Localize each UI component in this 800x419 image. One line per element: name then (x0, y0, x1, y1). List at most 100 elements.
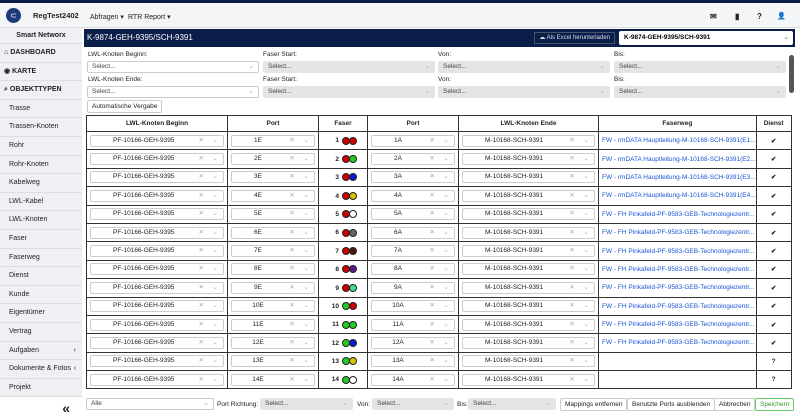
end-port-select[interactable]: 10A ✕ ⌄ (371, 300, 455, 313)
clear-icon[interactable]: ✕ (289, 136, 295, 144)
begin-node-select[interactable]: PF-10166-GEH-9395 ✕ ⌄ (90, 189, 224, 202)
start-port-select[interactable]: 10E ✕ ⌄ (231, 300, 315, 313)
faserweg-link[interactable]: FW - FH Pinkafeld-PF-9583-GEB-Technologi… (598, 222, 757, 243)
begin-node-select[interactable]: PF-10166-GEH-9395 ✕ ⌄ (90, 373, 224, 386)
faserweg-link[interactable]: FW - rmDATA Hauptleitung-M-10168-SCH-939… (598, 149, 757, 169)
sidebar-item[interactable]: Rohr-Knoten (0, 156, 82, 175)
clear-icon[interactable]: ✕ (429, 173, 435, 181)
end-port-select[interactable]: 9A ✕ ⌄ (371, 281, 455, 294)
clear-icon[interactable]: ✕ (198, 283, 204, 291)
end-node-select[interactable]: M-10168-SCH-9391 ✕ ⌄ (462, 134, 595, 147)
sidebar-item[interactable]: Dienst (0, 267, 82, 286)
clear-icon[interactable]: ✕ (569, 302, 575, 310)
cancel-button[interactable]: Abbrechen (714, 398, 756, 411)
faserweg-link[interactable]: FW - FH Pinkafeld-PF-9583-GEB-Technologi… (598, 314, 757, 335)
clear-icon[interactable]: ✕ (429, 357, 435, 365)
start-port-select[interactable]: 3E ✕ ⌄ (231, 171, 315, 184)
end-node-select[interactable]: M-10168-SCH-9391 ✕ ⌄ (462, 171, 595, 184)
end-select[interactable]: Select... ⌄ (87, 86, 259, 98)
begin-node-select[interactable]: PF-10166-GEH-9395 ✕ ⌄ (90, 208, 224, 221)
clear-icon[interactable]: ✕ (569, 228, 575, 236)
clear-icon[interactable]: ✕ (569, 375, 575, 383)
start-port-select[interactable]: 8E ✕ ⌄ (231, 263, 315, 276)
faserweg-link[interactable] (598, 351, 757, 372)
clear-icon[interactable]: ✕ (289, 283, 295, 291)
clear-icon[interactable]: ✕ (569, 338, 575, 346)
end-port-select[interactable]: 1A ✕ ⌄ (371, 134, 455, 147)
clear-icon[interactable]: ✕ (429, 247, 435, 255)
clear-icon[interactable]: ✕ (198, 375, 204, 383)
faserweg-link[interactable]: FW - FH Pinkafeld-PF-9583-GEB-Technologi… (598, 296, 757, 316)
end-port-select[interactable]: 2A ✕ ⌄ (371, 153, 455, 166)
bis-select-2[interactable]: Select... ⌄ (614, 86, 786, 98)
end-port-select[interactable]: 4A ✕ ⌄ (371, 189, 455, 202)
clear-icon[interactable]: ✕ (429, 191, 435, 199)
clear-icon[interactable]: ✕ (569, 173, 575, 181)
clear-icon[interactable]: ✕ (569, 155, 575, 163)
sidebar-item[interactable]: Vertrag (0, 323, 82, 342)
clear-icon[interactable]: ✕ (569, 210, 575, 218)
clear-icon[interactable]: ✕ (289, 173, 295, 181)
faserweg-link[interactable]: FW - FH Pinkafeld-PF-9583-GEB-Technologi… (598, 333, 757, 353)
end-node-select[interactable]: M-10168-SCH-9391 ✕ ⌄ (462, 153, 595, 166)
clear-icon[interactable]: ✕ (198, 191, 204, 199)
clear-icon[interactable]: ✕ (289, 191, 295, 199)
sidebar-item-dashboard[interactable]: ⌂ DASHBOARD (0, 44, 82, 63)
begin-node-select[interactable]: PF-10166-GEH-9395 ✕ ⌄ (90, 226, 224, 239)
menu-abfragen[interactable]: Abfragen ▾ (90, 14, 124, 21)
start-port-select[interactable]: 2E ✕ ⌄ (231, 153, 315, 166)
bottom-von-select[interactable]: Select... ⌄ (372, 398, 454, 410)
begin-node-select[interactable]: PF-10166-GEH-9395 ✕ ⌄ (90, 281, 224, 294)
end-port-select[interactable]: 14A ✕ ⌄ (371, 373, 455, 386)
clear-icon[interactable]: ✕ (569, 247, 575, 255)
sidebar-item[interactable]: Rohr (0, 137, 82, 156)
clear-icon[interactable]: ✕ (429, 210, 435, 218)
sidebar-item[interactable]: Kabelweg (0, 174, 82, 193)
clear-icon[interactable]: ✕ (569, 191, 575, 199)
faser-start-select-2[interactable]: Select... ⌄ (263, 86, 435, 98)
sidebar-item[interactable]: Eigentümer (0, 304, 82, 323)
remove-mappings-button[interactable]: Mappings entfernen (560, 398, 628, 411)
clear-icon[interactable]: ✕ (289, 357, 295, 365)
faserweg-link[interactable]: FW - FH Pinkafeld-PF-9583-GEB-Technologi… (598, 241, 757, 261)
start-port-select[interactable]: 12E ✕ ⌄ (231, 336, 315, 349)
begin-node-select[interactable]: PF-10166-GEH-9395 ✕ ⌄ (90, 336, 224, 349)
help-icon[interactable]: ? (757, 12, 762, 21)
clear-icon[interactable]: ✕ (429, 375, 435, 383)
faserweg-link[interactable]: FW - rmDATA Hauptleitung-M-10168-SCH-939… (598, 167, 757, 188)
end-node-select[interactable]: M-10168-SCH-9391 ✕ ⌄ (462, 336, 595, 349)
end-node-select[interactable]: M-10168-SCH-9391 ✕ ⌄ (462, 300, 595, 313)
clear-icon[interactable]: ✕ (198, 155, 204, 163)
sidebar-item[interactable]: Trassen-Knoten (0, 118, 82, 137)
end-port-select[interactable]: 11A ✕ ⌄ (371, 318, 455, 331)
start-port-select[interactable]: 14E ✕ ⌄ (231, 373, 315, 386)
port-richtung-select[interactable]: Select... ⌄ (260, 398, 353, 410)
faser-start-select[interactable]: Select... ⌄ (263, 61, 435, 73)
end-port-select[interactable]: 6A ✕ ⌄ (371, 226, 455, 239)
begin-node-select[interactable]: PF-10166-GEH-9395 ✕ ⌄ (90, 318, 224, 331)
clear-icon[interactable]: ✕ (198, 357, 204, 365)
filter-select[interactable]: Alle ⌄ (86, 398, 214, 410)
end-node-select[interactable]: M-10168-SCH-9391 ✕ ⌄ (462, 281, 595, 294)
start-port-select[interactable]: 11E ✕ ⌄ (231, 318, 315, 331)
scrollbar[interactable] (789, 55, 794, 93)
clear-icon[interactable]: ✕ (289, 302, 295, 310)
save-button[interactable]: Speichern (755, 398, 795, 411)
clear-icon[interactable]: ✕ (289, 210, 295, 218)
sidebar-item-objekttypen[interactable]: ⌕ OBJEKTTYPEN (0, 81, 82, 100)
clear-icon[interactable]: ✕ (198, 302, 204, 310)
sidebar-item[interactable]: LWL-Knoten (0, 211, 82, 230)
start-port-select[interactable]: 9E ✕ ⌄ (231, 281, 315, 294)
clear-icon[interactable]: ✕ (569, 265, 575, 273)
end-node-select[interactable]: M-10168-SCH-9391 ✕ ⌄ (462, 189, 595, 202)
clear-icon[interactable]: ✕ (429, 155, 435, 163)
end-node-select[interactable]: M-10168-SCH-9391 ✕ ⌄ (462, 318, 595, 331)
sidebar-item[interactable]: Faserweg (0, 249, 82, 268)
begin-node-select[interactable]: PF-10166-GEH-9395 ✕ ⌄ (90, 153, 224, 166)
bottom-bis-select[interactable]: Select... ⌄ (468, 398, 556, 410)
begin-select[interactable]: Select... ⌄ (87, 61, 259, 73)
clear-icon[interactable]: ✕ (569, 136, 575, 144)
clear-icon[interactable]: ✕ (198, 338, 204, 346)
end-port-select[interactable]: 8A ✕ ⌄ (371, 263, 455, 276)
clear-icon[interactable]: ✕ (289, 375, 295, 383)
